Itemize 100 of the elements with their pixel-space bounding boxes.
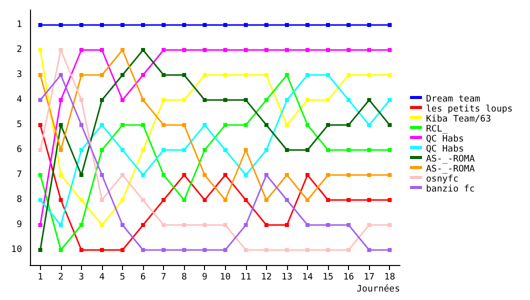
point — [202, 73, 207, 77]
legend-label: banzio fc — [426, 184, 475, 194]
point — [38, 148, 42, 152]
point — [100, 48, 104, 52]
point — [346, 248, 351, 252]
point — [264, 248, 268, 252]
point — [264, 23, 268, 27]
point — [244, 23, 248, 27]
point — [326, 173, 330, 177]
point — [120, 73, 124, 77]
point — [58, 148, 63, 152]
y-tick-label: 8 — [16, 195, 22, 205]
point — [244, 173, 248, 177]
point — [284, 48, 289, 52]
x-tick-label: 14 — [302, 272, 313, 282]
point — [120, 123, 124, 127]
point — [79, 148, 84, 152]
point — [100, 173, 104, 177]
point — [120, 148, 124, 152]
point — [100, 223, 104, 227]
point — [388, 223, 392, 227]
x-tick-label: 4 — [99, 272, 105, 282]
point — [346, 48, 351, 52]
point — [244, 73, 248, 77]
point — [79, 123, 84, 127]
point — [182, 248, 186, 252]
point — [141, 148, 146, 152]
point — [223, 23, 228, 27]
point — [306, 148, 310, 152]
point — [388, 123, 392, 127]
point — [284, 248, 289, 252]
point — [367, 148, 372, 152]
point — [58, 123, 63, 127]
point — [58, 23, 63, 27]
point — [100, 73, 104, 77]
point — [162, 23, 166, 27]
point — [306, 223, 310, 227]
point — [326, 223, 330, 227]
point — [141, 173, 146, 177]
point — [223, 98, 228, 102]
point — [367, 73, 372, 77]
point — [182, 98, 186, 102]
point — [120, 48, 124, 52]
point — [58, 173, 63, 177]
legend-label: QC Habs — [426, 134, 464, 144]
point — [367, 173, 372, 177]
x-tick-label: 3 — [78, 272, 84, 282]
point — [388, 173, 392, 177]
point — [100, 98, 104, 102]
point — [264, 173, 268, 177]
point — [244, 48, 248, 52]
y-tick-label: 2 — [16, 45, 22, 55]
point — [141, 98, 146, 102]
point — [141, 223, 146, 227]
point — [223, 248, 228, 252]
point — [244, 223, 248, 227]
point — [162, 123, 166, 127]
point — [162, 148, 166, 152]
point — [284, 198, 289, 202]
point — [120, 248, 124, 252]
point — [284, 23, 289, 27]
point — [346, 23, 351, 27]
point — [326, 98, 330, 102]
point — [223, 223, 228, 227]
point — [306, 73, 310, 77]
point — [388, 23, 392, 27]
point — [58, 98, 63, 102]
point — [284, 223, 289, 227]
point — [326, 23, 330, 27]
point — [79, 23, 84, 27]
legend-label: RCL_ — [426, 124, 448, 134]
point — [162, 223, 166, 227]
point — [284, 73, 289, 77]
point — [223, 198, 228, 202]
point — [182, 48, 186, 52]
x-tick-label: 16 — [343, 272, 354, 282]
point — [244, 248, 248, 252]
point — [162, 48, 166, 52]
point — [367, 223, 372, 227]
point — [38, 223, 42, 227]
point — [346, 223, 351, 227]
legend-label: AS-_-ROMA — [426, 154, 476, 164]
point — [182, 198, 186, 202]
point — [79, 173, 84, 177]
point — [141, 248, 146, 252]
point — [326, 198, 330, 202]
point — [38, 48, 42, 52]
point — [79, 223, 84, 227]
x-tick-label: 2 — [58, 272, 64, 282]
point — [326, 248, 330, 252]
point — [367, 23, 372, 27]
point — [202, 173, 207, 177]
point — [38, 173, 42, 177]
point — [264, 73, 268, 77]
point — [58, 73, 63, 77]
point — [58, 48, 63, 52]
legend-label: AS-_-ROMA — [426, 164, 476, 174]
y-tick-label: 6 — [16, 145, 22, 155]
point — [223, 173, 228, 177]
point — [38, 198, 42, 202]
